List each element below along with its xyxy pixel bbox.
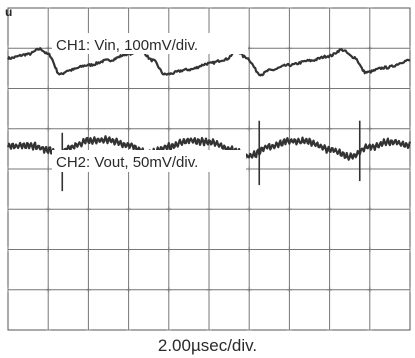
ch2-label: CH2: Vout, 50mV/div. (56, 154, 198, 171)
ch2-label-bg (52, 150, 246, 172)
trace-line (6, 47, 411, 77)
timebase-label: 2.00µsec/div. (157, 336, 258, 355)
ch1-label-bg (52, 33, 248, 54)
trace-line (6, 135, 412, 161)
trace-ch1 (6, 47, 411, 77)
ch1-label: CH1: Vin, 100mV/div. (56, 37, 198, 54)
trigger-marker: u (5, 5, 12, 19)
